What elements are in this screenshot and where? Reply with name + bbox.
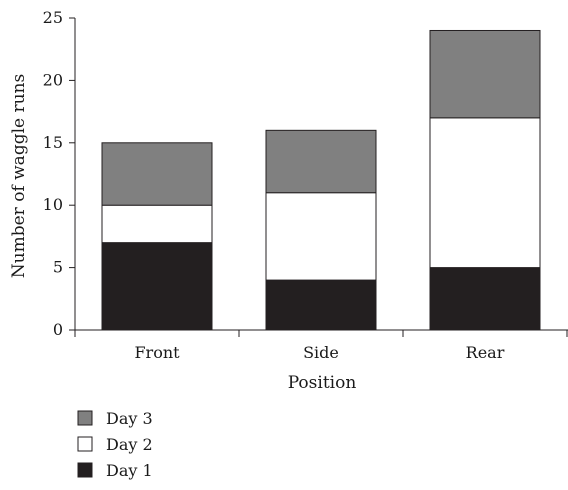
y-tick-label: 5 — [53, 258, 63, 277]
legend-swatch-day-2 — [77, 436, 93, 452]
x-tick-label-front: Front — [134, 343, 180, 362]
bar-rear-day-1 — [429, 267, 541, 331]
bar-rear-day-3 — [429, 29, 541, 119]
y-tick-label: 15 — [43, 133, 63, 152]
y-tick-label: 25 — [43, 8, 63, 27]
legend: Day 3 Day 2 Day 1 — [77, 409, 153, 480]
legend-swatch-day-3 — [77, 410, 93, 426]
bar-front-day-2 — [101, 204, 213, 244]
bar-side-day-1 — [265, 279, 377, 331]
x-axis-title: Position — [288, 373, 357, 393]
legend-swatch-day-1 — [77, 462, 93, 478]
y-axis-title: Number of waggle runs — [9, 74, 29, 278]
y-tick-label: 10 — [43, 195, 63, 214]
x-tick-label-rear: Rear — [466, 343, 505, 362]
y-tick-label: 0 — [53, 320, 63, 339]
bar-rear-day-2 — [429, 117, 541, 269]
legend-label-day-1: Day 1 — [106, 461, 153, 480]
x-tick-label-side: Side — [303, 343, 339, 362]
legend-label-day-2: Day 2 — [106, 435, 153, 454]
legend-label-day-3: Day 3 — [106, 409, 153, 428]
y-tick-label: 20 — [43, 70, 63, 89]
bar-front-day-3 — [101, 142, 213, 206]
axes-group: 0 5 10 15 20 25 Front Side Rear — [43, 8, 568, 362]
bars-group — [101, 29, 541, 331]
bar-side-day-2 — [265, 192, 377, 281]
bar-side-day-3 — [265, 129, 377, 194]
bar-front-day-1 — [101, 242, 213, 331]
